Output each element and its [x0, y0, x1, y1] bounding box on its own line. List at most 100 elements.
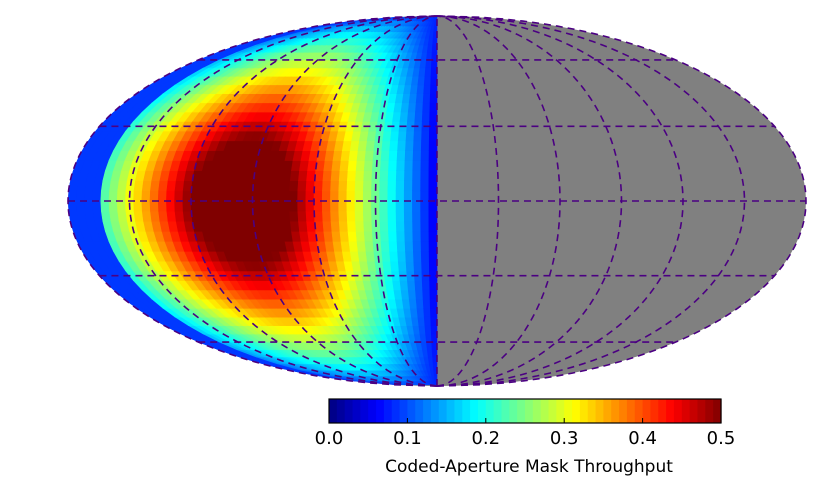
heatmap-cell — [379, 180, 389, 192]
heatmap-cell — [313, 200, 323, 212]
heatmap-cell — [388, 241, 398, 252]
colorbar-cell — [650, 399, 659, 423]
heatmap-cell — [429, 111, 438, 122]
heatmap-cell — [223, 200, 233, 212]
heatmap-cell — [428, 210, 438, 222]
colorbar-cell — [564, 399, 573, 423]
heatmap-cell — [405, 140, 415, 151]
heatmap-cell — [240, 180, 250, 192]
heatmap-cell — [166, 200, 176, 212]
heatmap-cell — [231, 210, 242, 222]
colorbar-cell — [572, 399, 581, 423]
heatmap-cell — [174, 190, 184, 202]
heatmap-cell — [231, 190, 241, 202]
heatmap-cell — [396, 241, 406, 252]
heatmap-cell — [272, 190, 282, 202]
heatmap-cell — [362, 190, 372, 202]
heatmap-cell — [331, 231, 342, 242]
heatmap-cell — [396, 231, 406, 242]
heatmap-cell — [400, 289, 410, 300]
heatmap-cell — [305, 190, 315, 202]
heatmap-cell — [264, 200, 274, 212]
heatmap-cell — [404, 170, 414, 182]
heatmap-cell — [363, 180, 373, 192]
colorbar-cell — [681, 399, 691, 423]
heatmap-cell — [412, 180, 422, 192]
heatmap-cell — [321, 200, 331, 212]
heatmap-cell — [412, 231, 422, 242]
heatmap-cell — [429, 93, 438, 104]
heatmap-cell — [223, 190, 233, 202]
heatmap-cell — [298, 170, 308, 182]
heatmap-cell — [150, 180, 161, 192]
heatmap-cell — [347, 231, 358, 242]
colorbar-cell — [493, 399, 503, 423]
heatmap-cell — [363, 160, 374, 171]
heatmap-cell — [281, 210, 291, 222]
heatmap-cell — [157, 190, 168, 202]
heatmap-cell — [289, 210, 299, 222]
heatmap-cell — [429, 289, 438, 300]
heatmap-cell — [429, 102, 438, 113]
heatmap-cell — [330, 190, 340, 202]
heatmap-cell — [215, 200, 225, 212]
heatmap-cell — [397, 260, 407, 272]
heatmap-cell — [396, 150, 406, 161]
heatmap-cell — [363, 210, 373, 222]
heatmap-cell — [420, 150, 430, 161]
heatmap-cell — [395, 200, 405, 212]
heatmap-cell — [215, 190, 225, 202]
heatmap-cell — [424, 325, 432, 335]
heatmap-cell — [430, 67, 438, 77]
heatmap-cell — [240, 210, 250, 222]
heatmap-cell — [412, 210, 422, 222]
heatmap-cell — [397, 130, 407, 142]
heatmap-cell — [223, 180, 234, 192]
heatmap-cell — [150, 210, 161, 222]
heatmap-cell — [414, 111, 423, 122]
colorbar-cell — [423, 399, 432, 423]
heatmap-cell — [297, 210, 307, 222]
heatmap-cell — [396, 160, 406, 171]
heatmap-cell — [405, 130, 415, 142]
heatmap-cell — [407, 111, 416, 122]
heatmap-cell — [347, 170, 357, 182]
colorbar-cell — [579, 399, 589, 423]
heatmap-cell — [424, 67, 432, 77]
colorbar-cell — [446, 399, 456, 423]
heatmap-cell — [68, 200, 78, 212]
heatmap-cell — [257, 220, 268, 232]
colorbar-cell — [556, 399, 565, 423]
heatmap-cell — [387, 170, 397, 182]
heatmap-cell — [404, 241, 414, 252]
heatmap-cell — [354, 180, 364, 192]
heatmap-cell — [379, 170, 389, 182]
heatmap-cell — [199, 210, 210, 222]
heatmap-cell — [264, 190, 274, 202]
heatmap-cell — [389, 251, 399, 262]
heatmap-cell — [182, 190, 192, 202]
heatmap-cell — [289, 190, 299, 202]
heatmap-cell — [412, 190, 421, 202]
heatmap-cell — [256, 210, 267, 222]
colorbar-cell — [626, 399, 636, 423]
heatmap-cell — [354, 190, 364, 202]
heatmap-cell — [428, 150, 438, 161]
heatmap-cell — [357, 251, 368, 262]
heatmap-cell — [395, 170, 405, 182]
heatmap-cell — [422, 289, 431, 300]
heatmap-cell — [356, 150, 367, 161]
heatmap-cell — [363, 220, 373, 232]
colorbar-ticks: 0.0 0.1 0.2 0.3 0.4 0.5 — [315, 418, 735, 449]
heatmap-cell — [387, 180, 397, 192]
heatmap-cell — [428, 260, 438, 272]
heatmap-cell — [158, 210, 169, 222]
heatmap-cell — [420, 241, 430, 252]
heatmap-cell — [207, 200, 217, 212]
heatmap-cell — [331, 160, 342, 171]
heatmap-cell — [413, 260, 423, 272]
heatmap-cell — [395, 220, 405, 232]
heatmap-cell — [380, 241, 390, 252]
colorbar-frame — [328, 398, 722, 424]
heatmap-cell — [330, 220, 341, 232]
